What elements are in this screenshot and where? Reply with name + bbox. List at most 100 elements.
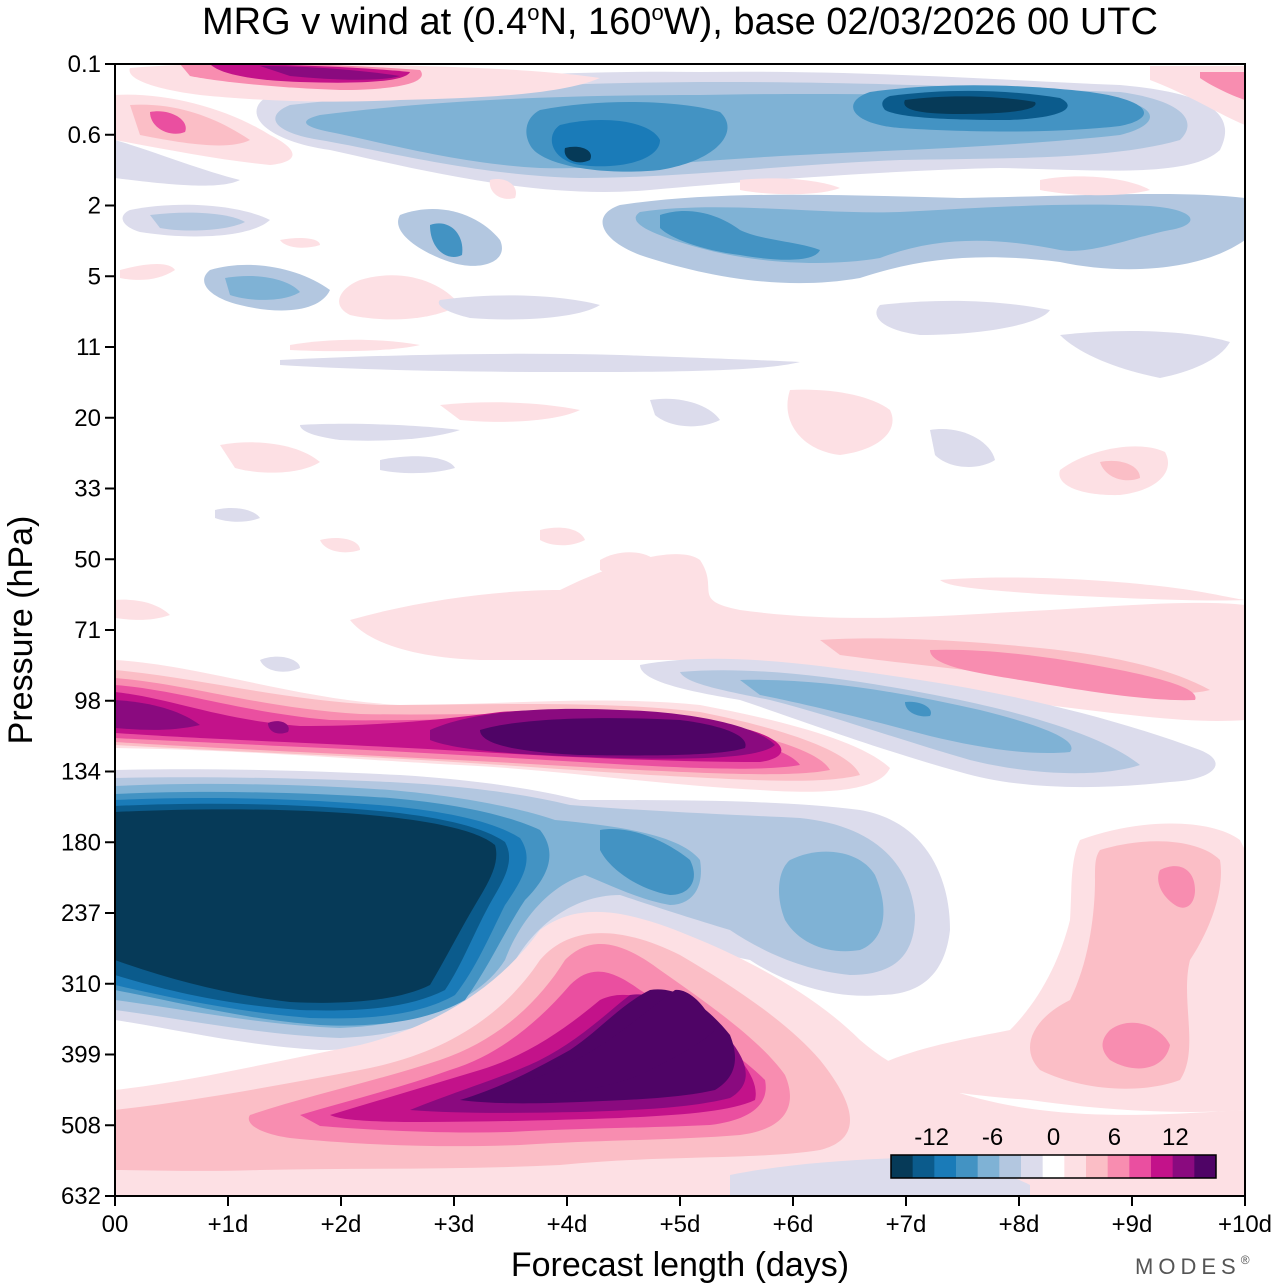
negative-region-9hPa-right [1060,330,1230,378]
y-tick-label: 5 [88,263,101,290]
positive-region-mid-right-core [1158,866,1195,908]
negative-region-98hPa-core [905,701,931,717]
negative-region-lower-c2 [778,851,884,952]
x-tick-label: +1d [208,1211,249,1238]
colorbar-label: -12 [914,1124,949,1151]
colorbar-swatch [1021,1155,1044,1178]
positive-region-20hPa [787,389,893,455]
positive-region-lower-band-core [480,718,746,756]
x-tick-label: +4d [547,1211,588,1238]
negative-region-0-6hPa-left [115,140,240,186]
x-axis: 00 +1d +2d +3d +4d +5d +6d +7d +8d +9d +10d [102,1196,1272,1238]
y-tick-label: 632 [61,1183,101,1210]
negative-region-upper-darkest [904,96,1036,114]
positive-region-55hPa-b [940,577,1245,601]
colorbar-swatch [999,1155,1022,1178]
positive-region-48hPa [540,527,585,546]
y-tick-label: 98 [74,688,101,715]
negative-region-2hPa-core [660,210,820,260]
negative-region-16hPa [650,398,720,427]
x-tick-label: +9d [1112,1211,1153,1238]
positive-region-82hPa [930,649,1196,701]
y-tick-label: 508 [61,1112,101,1139]
x-tick-label: +8d [999,1211,1040,1238]
positive-region-17hPa [440,402,580,422]
negative-region-lower-d2 [600,829,694,895]
positive-region-30hPa-inner [1100,460,1140,481]
colorbar-label: -6 [982,1124,1003,1151]
colorbar-swatch [891,1155,914,1178]
negative-region-3hPa-left-inner [430,223,463,257]
negative-region-25hPa-b [930,429,995,467]
x-tick-label: +2d [321,1211,362,1238]
colorbar-swatch [1064,1155,1087,1178]
negative-region-9hPa [876,300,1050,335]
colorbar-label: 12 [1162,1124,1189,1151]
negative-region-4hPa-inner [225,275,300,300]
colorbar-swatch [1086,1155,1109,1178]
positive-region-9hPa [290,339,420,352]
colorbar-label: 6 [1108,1124,1121,1151]
x-axis-title: Forecast length (days) [511,1246,849,1284]
positive-region-top-right-inner [1200,72,1245,100]
colorbar-swatch [956,1155,979,1178]
colorbar-swatch [1151,1155,1174,1178]
modes-logo: MODES® [1135,1253,1255,1279]
positive-region-mid-right-core-2 [1102,1022,1170,1069]
colorbar: -12 -6 0 6 12 [890,1124,1217,1179]
negative-region-8hPa [438,295,600,320]
positive-region-top-core-2 [260,66,400,80]
positive-region-5hPa-left [120,264,175,280]
colorbar-swatch [1042,1155,1065,1178]
negative-region-86hPa-left [260,656,300,672]
x-tick-label: +10d [1218,1211,1272,1238]
colorbar-swatch [1194,1155,1217,1178]
positive-region-2-5hPa [280,237,320,248]
positive-region-1hPa-b [489,179,516,199]
negative-region-upper-darkest-2 [564,146,591,163]
y-tick-label: 180 [61,829,101,856]
y-tick-label: 237 [61,900,101,927]
positive-region-1hPa [740,178,840,195]
colorbar-swatch [1107,1155,1130,1178]
positive-region-45hPa [320,538,360,553]
y-tick-label: 20 [74,405,101,432]
y-axis: 0.1 0.6 2 5 11 20 33 50 71 98 134 180 237 310 399 508 63… [61,51,115,1210]
negative-region-11hPa [280,353,800,372]
x-tick-label: 00 [102,1211,129,1238]
x-tick-label: +3d [434,1211,475,1238]
negative-region-18hPa [300,423,460,441]
x-tick-label: +6d [773,1211,814,1238]
positive-region-lower-band-core-left [268,721,289,734]
colorbar-swatch [934,1155,957,1178]
colorbar-swatch [1172,1155,1195,1178]
positive-region-3hPa-right [1040,176,1150,196]
negative-region-25hPa [380,456,455,474]
negative-region-lower-core [115,809,497,1003]
contour-fill [115,64,1245,1196]
y-tick-label: 0.1 [68,51,101,78]
positive-region-left-core [150,111,186,134]
colorbar-frame [890,1154,1217,1179]
x-tick-label: +5d [660,1211,701,1238]
positive-region-lower-band-f [115,700,200,730]
negative-region-40hPa [215,507,260,522]
colorbar-swatch [1129,1155,1152,1178]
positive-region-lower-wide-core-b [515,989,715,1095]
y-axis-title: Pressure (hPa) [2,516,40,745]
negative-region-1hPa-left-inner [150,212,245,231]
y-tick-label: 33 [74,476,101,503]
negative-region-98hPa-inner [740,679,1072,754]
y-tick-label: 134 [61,759,101,786]
y-tick-label: 310 [61,971,101,998]
positive-region-left-58hPa [115,599,170,620]
y-tick-label: 11 [76,334,101,361]
y-tick-label: 71 [74,617,101,644]
positive-region-58hPa-a [600,552,660,577]
y-tick-label: 2 [88,193,101,220]
y-tick-label: 0.6 [68,122,101,149]
y-tick-label: 50 [74,546,101,573]
colorbar-swatch [912,1155,935,1178]
chart-title: MRG v wind at (0.4oN, 160oW), base 02/03… [202,0,1158,43]
